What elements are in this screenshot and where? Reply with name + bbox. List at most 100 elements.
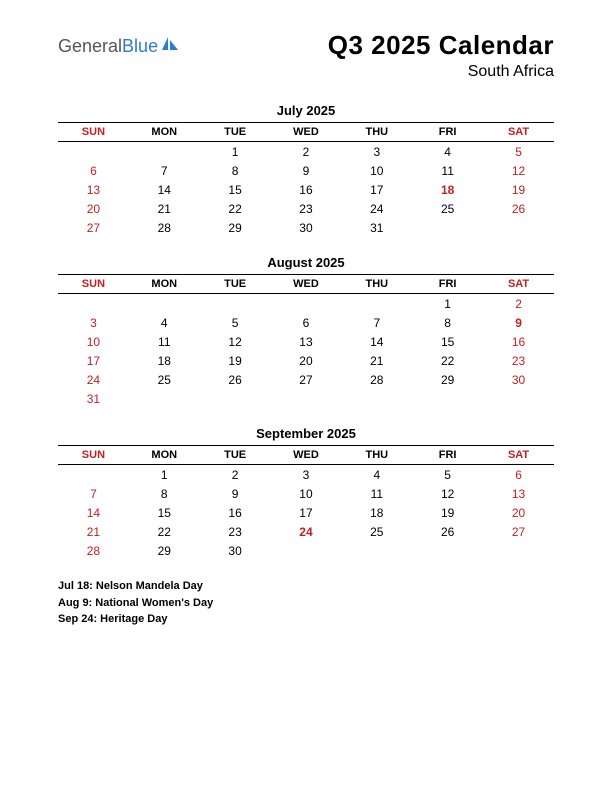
day-header: FRI (412, 275, 483, 294)
calendar-day: 1 (200, 142, 271, 162)
calendar-day (341, 541, 412, 560)
calendar-day: 8 (129, 484, 200, 503)
day-header: TUE (200, 446, 271, 465)
calendar-day: 14 (341, 332, 412, 351)
calendar-day: 31 (341, 218, 412, 237)
calendar-day (412, 541, 483, 560)
calendar-day: 28 (129, 218, 200, 237)
calendar-day: 4 (129, 313, 200, 332)
calendar-day (58, 294, 129, 314)
holiday-list: Jul 18: Nelson Mandela DayAug 9: Nationa… (58, 578, 554, 628)
calendar-day: 15 (412, 332, 483, 351)
calendar-day: 10 (58, 332, 129, 351)
calendar-day (341, 294, 412, 314)
title-block: Q3 2025 Calendar South Africa (328, 30, 554, 81)
calendar-day: 12 (412, 484, 483, 503)
day-header: MON (129, 275, 200, 294)
calendar-day: 2 (200, 465, 271, 485)
calendar-day: 7 (341, 313, 412, 332)
calendar-day: 26 (483, 199, 554, 218)
page-subtitle: South Africa (328, 63, 554, 81)
calendar-day (129, 389, 200, 408)
calendar-day: 17 (58, 351, 129, 370)
logo: GeneralBlue (58, 36, 180, 57)
day-header: FRI (412, 123, 483, 142)
calendar-day: 18 (129, 351, 200, 370)
calendar-day: 31 (58, 389, 129, 408)
calendar-day: 15 (129, 503, 200, 522)
calendar-row: 10111213141516 (58, 332, 554, 351)
calendar-day: 3 (58, 313, 129, 332)
calendar-day: 9 (200, 484, 271, 503)
calendar-day (200, 389, 271, 408)
calendar-row: 78910111213 (58, 484, 554, 503)
day-header: WED (271, 275, 342, 294)
calendar-day: 29 (200, 218, 271, 237)
day-header: SAT (483, 275, 554, 294)
month-block: July 2025SUNMONTUEWEDTHUFRISAT1234567891… (58, 103, 554, 237)
day-header: TUE (200, 275, 271, 294)
calendar-day: 12 (483, 161, 554, 180)
calendar-row: 24252627282930 (58, 370, 554, 389)
calendar-day: 13 (58, 180, 129, 199)
logo-word1: General (58, 36, 122, 56)
day-header: WED (271, 446, 342, 465)
calendar-day: 4 (412, 142, 483, 162)
calendar-day (200, 294, 271, 314)
calendar-day: 28 (341, 370, 412, 389)
calendar-day: 17 (341, 180, 412, 199)
calendar-day (483, 218, 554, 237)
day-header: SAT (483, 446, 554, 465)
header: GeneralBlue Q3 2025 Calendar South Afric… (58, 30, 554, 81)
calendar-day: 10 (341, 161, 412, 180)
calendar-table: SUNMONTUEWEDTHUFRISAT1234567891011121314… (58, 445, 554, 560)
calendar-day: 6 (483, 465, 554, 485)
calendar-day: 3 (271, 465, 342, 485)
calendar-day: 29 (129, 541, 200, 560)
day-header: THU (341, 446, 412, 465)
calendar-day: 26 (200, 370, 271, 389)
calendar-day: 17 (271, 503, 342, 522)
calendar-day: 5 (483, 142, 554, 162)
calendar-row: 2728293031 (58, 218, 554, 237)
calendar-row: 20212223242526 (58, 199, 554, 218)
calendar-day: 22 (200, 199, 271, 218)
calendar-day: 27 (271, 370, 342, 389)
calendar-day: 14 (129, 180, 200, 199)
calendar-row: 21222324252627 (58, 522, 554, 541)
calendar-day: 13 (271, 332, 342, 351)
calendar-day: 24 (271, 522, 342, 541)
calendar-day: 9 (483, 313, 554, 332)
day-header: TUE (200, 123, 271, 142)
calendar-day (341, 389, 412, 408)
day-header: SAT (483, 123, 554, 142)
calendar-day: 6 (271, 313, 342, 332)
calendar-day: 25 (341, 522, 412, 541)
calendar-row: 13141516171819 (58, 180, 554, 199)
calendar-day: 19 (200, 351, 271, 370)
calendar-day: 21 (58, 522, 129, 541)
calendar-day: 7 (58, 484, 129, 503)
calendar-page: GeneralBlue Q3 2025 Calendar South Afric… (0, 0, 612, 648)
calendar-day (483, 541, 554, 560)
calendar-day (271, 541, 342, 560)
calendar-row: 14151617181920 (58, 503, 554, 522)
calendar-day: 24 (341, 199, 412, 218)
day-header: SUN (58, 123, 129, 142)
calendar-day: 24 (58, 370, 129, 389)
calendar-row: 282930 (58, 541, 554, 560)
calendar-day: 3 (341, 142, 412, 162)
calendar-table: SUNMONTUEWEDTHUFRISAT1234567891011121314… (58, 274, 554, 408)
calendar-day: 21 (129, 199, 200, 218)
day-header: SUN (58, 275, 129, 294)
calendar-day: 20 (58, 199, 129, 218)
calendar-row: 17181920212223 (58, 351, 554, 370)
calendar-day: 21 (341, 351, 412, 370)
calendar-day (58, 142, 129, 162)
calendar-row: 123456 (58, 465, 554, 485)
calendar-day: 2 (271, 142, 342, 162)
sails-icon (160, 35, 180, 51)
calendar-day: 18 (341, 503, 412, 522)
calendar-day: 22 (412, 351, 483, 370)
logo-text: GeneralBlue (58, 36, 158, 57)
